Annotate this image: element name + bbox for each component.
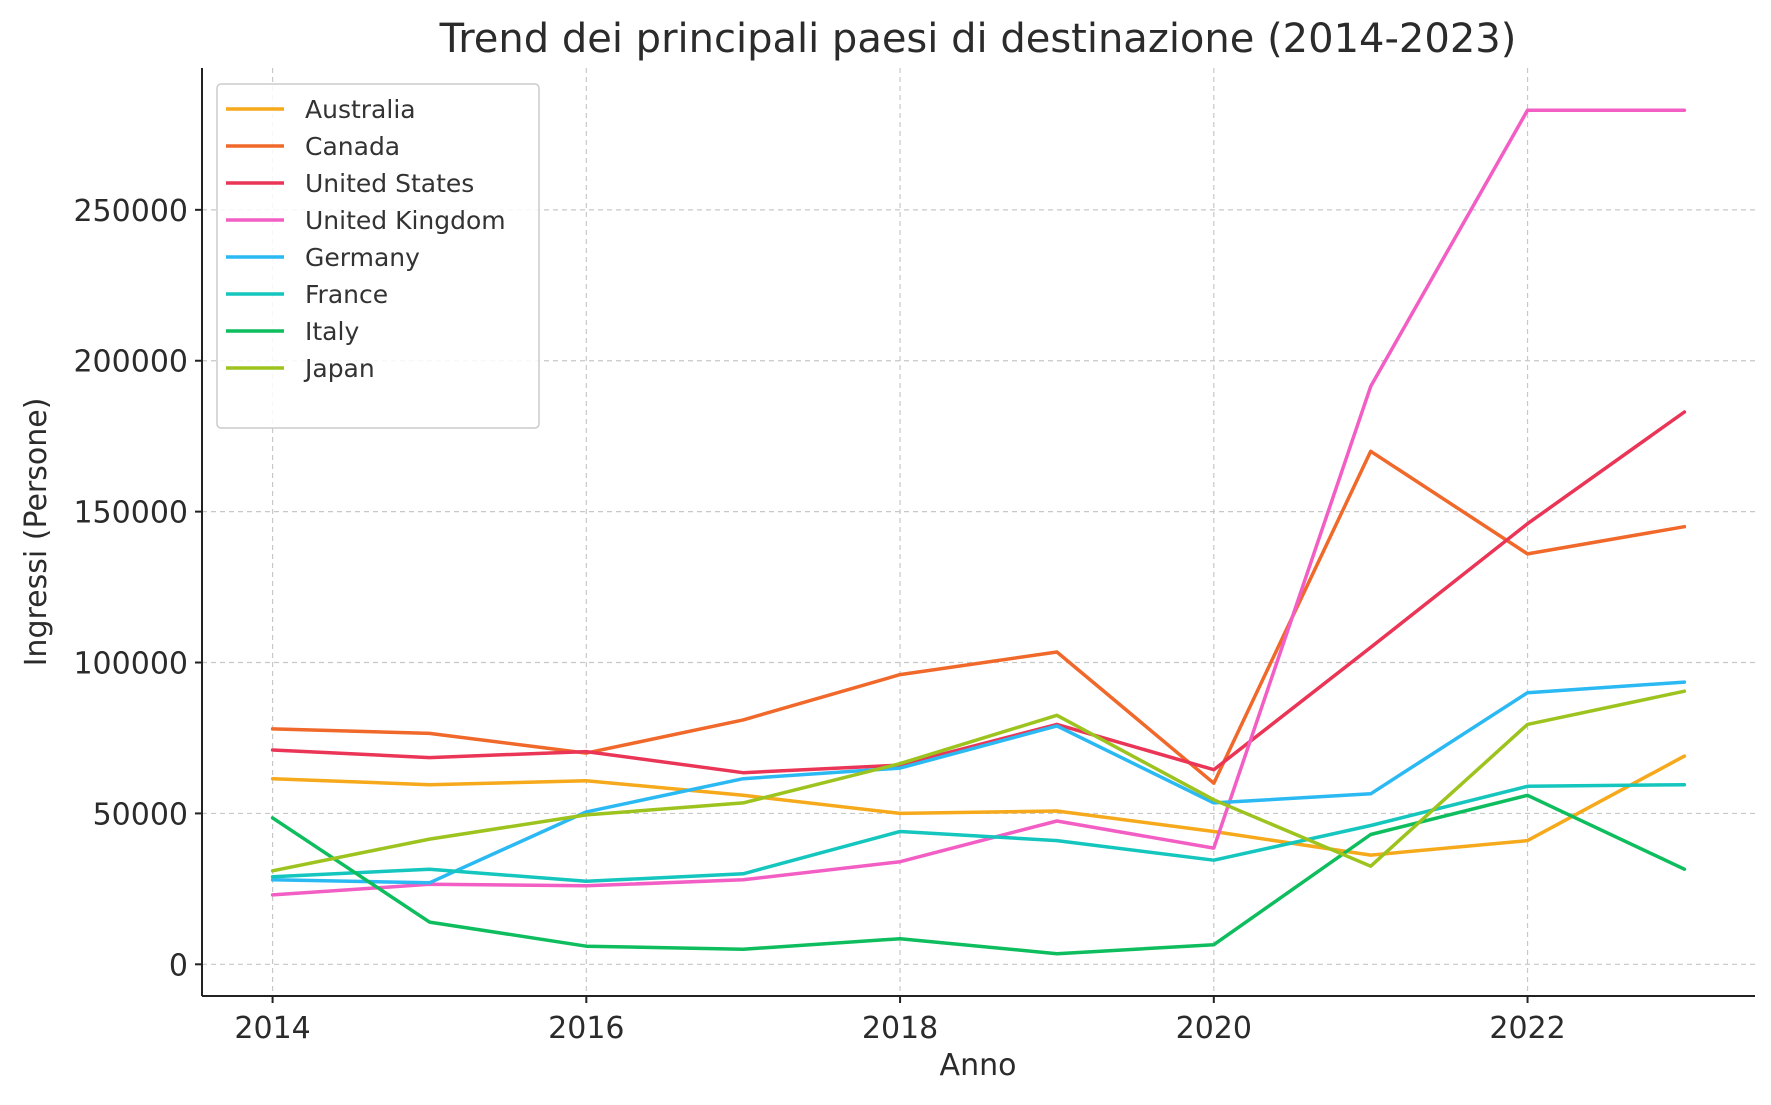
legend-label: Australia: [305, 95, 416, 124]
y-axis-label: Ingressi (Persone): [19, 398, 54, 667]
legend-item-france: France: [226, 280, 388, 309]
legend-label: France: [305, 280, 388, 309]
legend-item-japan: Japan: [226, 354, 375, 383]
legend-label: Japan: [303, 354, 375, 383]
series-line-germany: [270, 680, 1687, 885]
x-tick-label: 2016: [548, 1011, 624, 1046]
series-line-japan: [270, 689, 1687, 873]
series-lines: [270, 108, 1687, 956]
legend-item-germany: Germany: [226, 243, 420, 272]
y-tick-label: 200000: [73, 345, 188, 380]
x-tick-label: 2014: [234, 1011, 310, 1046]
legend-label: Italy: [305, 317, 359, 346]
x-tick-label: 2018: [862, 1011, 938, 1046]
legend-label: United Kingdom: [305, 206, 506, 235]
legend-items: Australia Canada United States United Kingd…: [226, 95, 506, 383]
legend-item-italy: Italy: [226, 317, 359, 346]
chart-title: Trend dei principali paesi di destinazio…: [439, 16, 1517, 62]
legend-box: [216, 83, 540, 429]
series-line-france: [270, 782, 1687, 884]
x-axis-label: Anno: [940, 1048, 1017, 1083]
series-line-australia: [270, 754, 1687, 857]
legend-item-australia: Australia: [226, 95, 416, 124]
y-tick-label: 250000: [73, 194, 188, 229]
axes: [201, 68, 1755, 997]
x-tick-label: 2020: [1176, 1011, 1252, 1046]
x-axis-ticks: 2014 2016 2018 2020 2022: [234, 996, 1566, 1046]
legend-item-united-states: United States: [226, 169, 474, 198]
y-tick-label: 150000: [73, 496, 188, 531]
legend-item-united-kingdom: United Kingdom: [226, 206, 506, 235]
series-line-italy: [270, 793, 1687, 956]
series-line-united-kingdom: [270, 108, 1687, 897]
y-axis-ticks: 0 50000 100000 150000 200000 250000: [73, 194, 202, 983]
series-line-united-states: [270, 410, 1687, 775]
legend-label: Germany: [305, 243, 420, 272]
y-tick-label: 0: [169, 948, 188, 983]
series-line-canada: [270, 449, 1687, 785]
legend-item-canada: Canada: [226, 132, 400, 161]
legend: Australia Canada United States United Kingd…: [216, 83, 540, 429]
legend-label: Canada: [305, 132, 400, 161]
y-tick-label: 100000: [73, 647, 188, 682]
legend-label: United States: [305, 169, 474, 198]
y-tick-label: 50000: [93, 797, 188, 832]
x-tick-label: 2022: [1489, 1011, 1565, 1046]
